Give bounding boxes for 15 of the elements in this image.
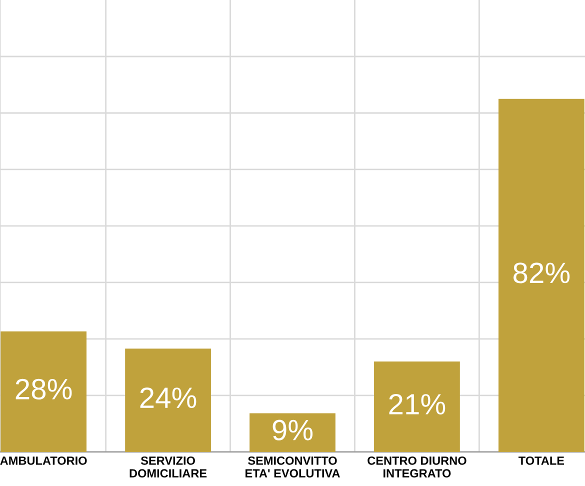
data-label: 28% [16, 378, 72, 400]
bar [498, 98, 584, 452]
x-tick-label: SEMICONVITTO ETA' EVOLUTIVA [246, 456, 340, 478]
bar [0, 331, 87, 452]
bar [250, 413, 336, 452]
x-tick-label: TOTALE [518, 456, 564, 465]
data-label: 21% [389, 394, 446, 414]
bar [374, 362, 460, 452]
x-tick-label: AMBULATORIO [0, 456, 87, 465]
x-tick-label: CENTRO DIURNO INTEGRATO [368, 456, 466, 478]
x-tick-label: SERVIZIO DOMICILIARE [130, 456, 207, 478]
data-label: 82% [514, 262, 570, 284]
data-label: 24% [140, 387, 196, 408]
data-label: 9% [272, 420, 313, 440]
bar [125, 348, 211, 452]
